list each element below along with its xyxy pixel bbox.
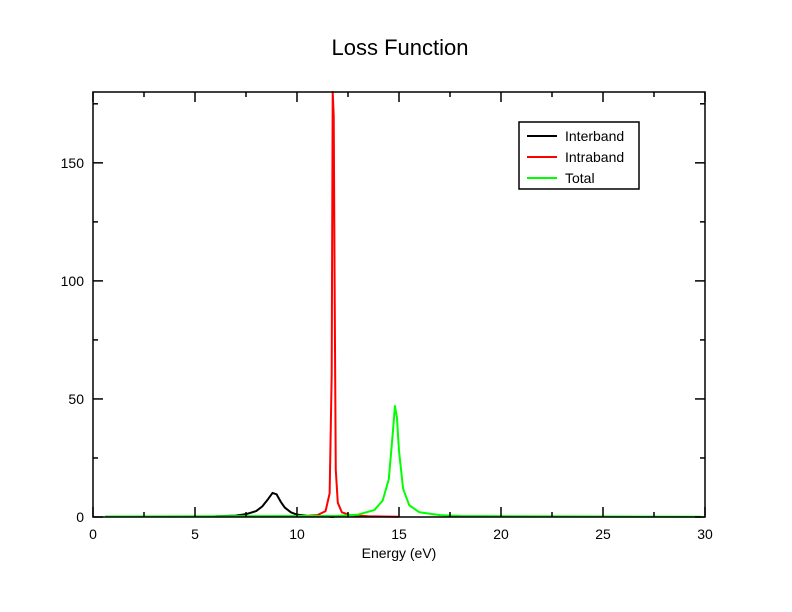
series-line-intraband	[296, 91, 400, 518]
legend-label-interband: Interband	[565, 128, 624, 144]
x-tick-label: 30	[697, 526, 713, 542]
chart-title: Loss Function	[332, 35, 469, 60]
legend-label-intraband: Intraband	[565, 149, 624, 165]
x-tick-label: 5	[191, 526, 199, 542]
y-tick-label: 0	[76, 509, 84, 525]
series-line-interband	[215, 491, 334, 518]
y-tick-label: 150	[61, 155, 85, 171]
x-axis-label: Energy (eV)	[362, 545, 437, 561]
x-tick-label: 10	[289, 526, 305, 542]
x-tick-label: 20	[493, 526, 509, 542]
x-axis-ticks: 0 5 10 15 20 25 30	[89, 92, 713, 542]
x-tick-label: 0	[89, 526, 97, 542]
legend: Interband Intraband Total	[518, 121, 640, 190]
legend-label-total: Total	[565, 170, 595, 186]
y-tick-label: 50	[68, 391, 84, 407]
x-tick-label: 25	[595, 526, 611, 542]
y-axis-ticks: 0 50 100 150	[61, 103, 705, 525]
y-tick-label: 100	[61, 273, 85, 289]
x-tick-label: 15	[391, 526, 407, 542]
series-line-total	[105, 405, 701, 518]
